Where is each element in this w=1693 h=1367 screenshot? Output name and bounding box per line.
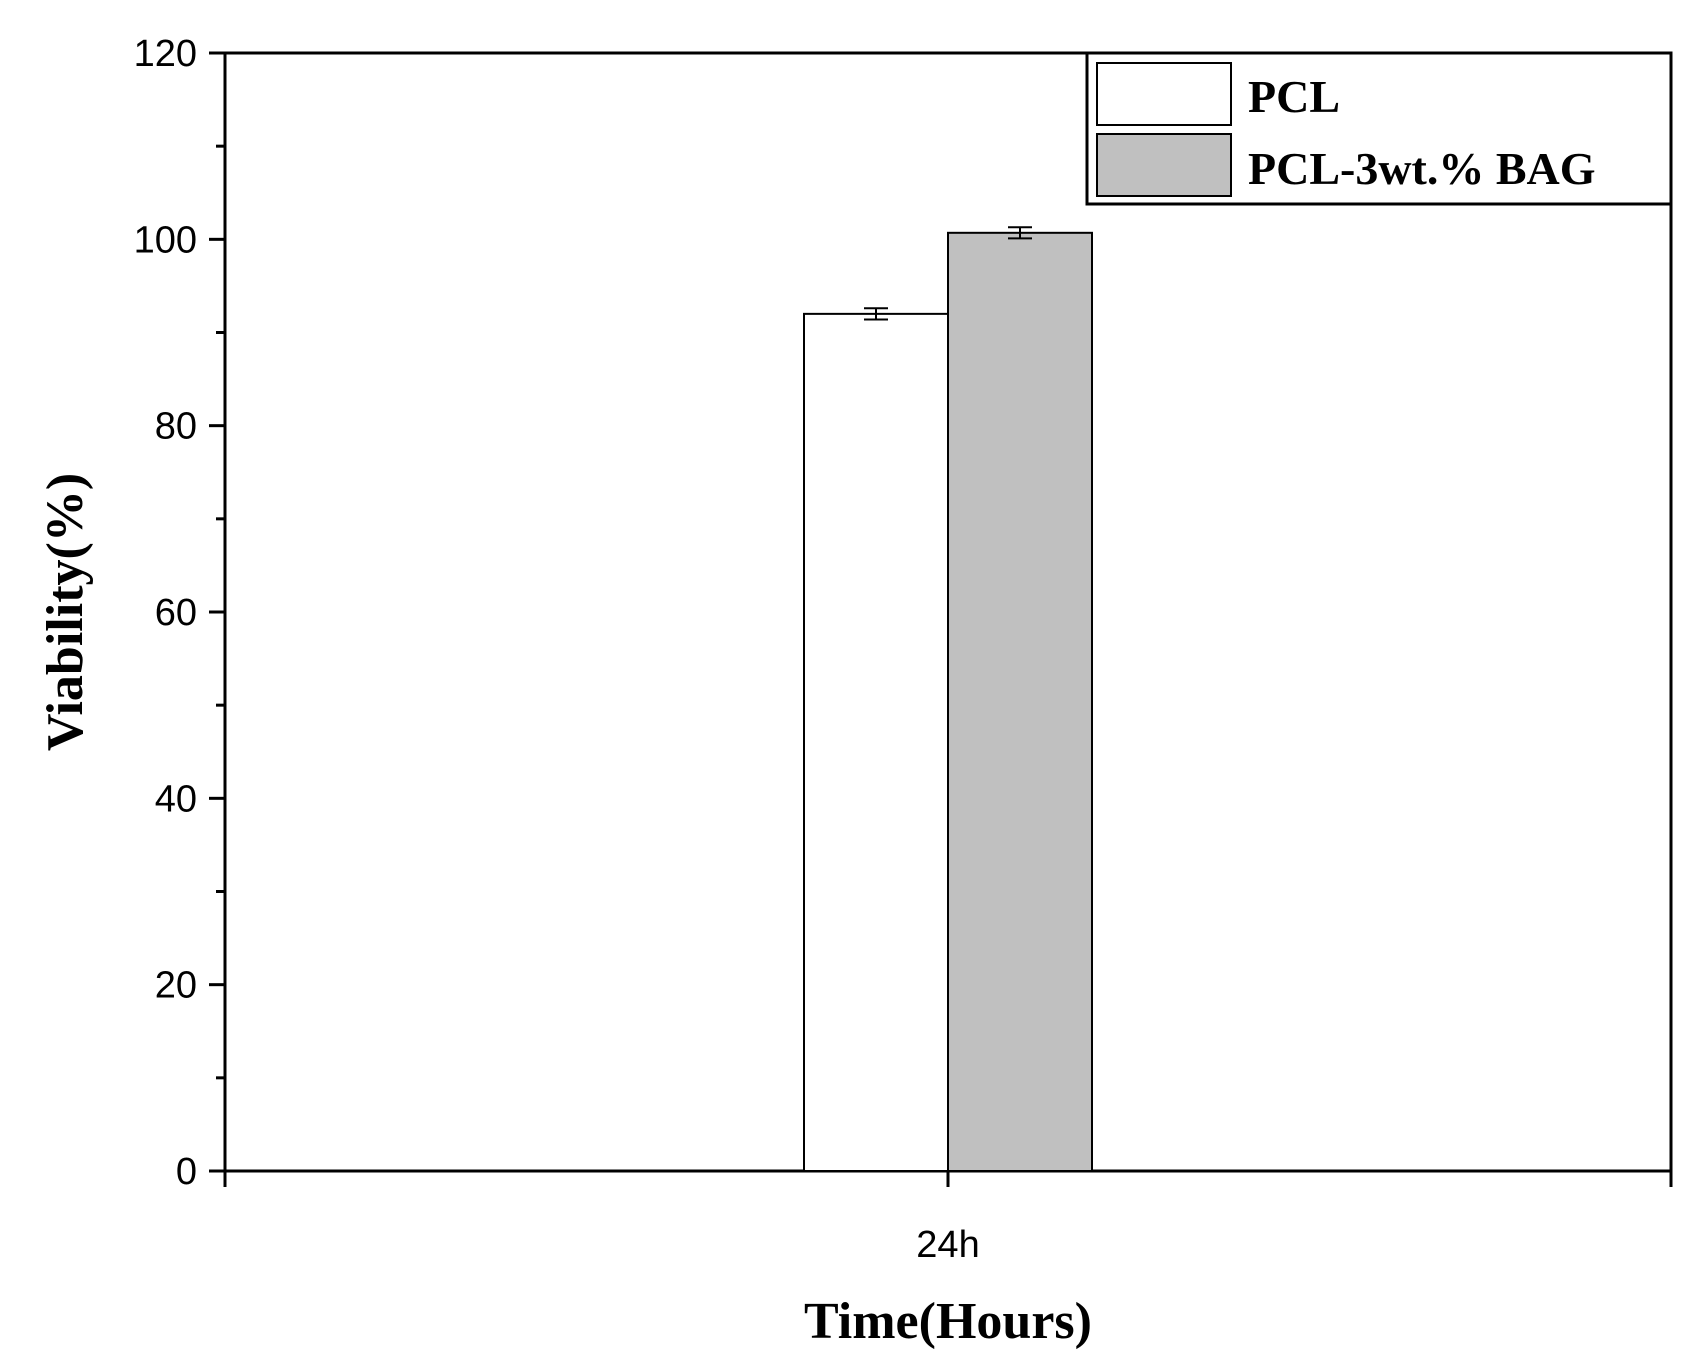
x-axis-title: Time(Hours) bbox=[804, 1293, 1092, 1350]
legend-swatch-pcl-bag bbox=[1096, 133, 1232, 197]
y-tick-label: 40 bbox=[155, 778, 197, 820]
bars bbox=[803, 226, 1093, 1173]
legend: PCL PCL-3wt.% BAG bbox=[1085, 51, 1673, 206]
legend-label-pcl-bag: PCL-3wt.% BAG bbox=[1248, 143, 1596, 194]
y-tick-label: 0 bbox=[176, 1151, 197, 1193]
y-tick-label: 20 bbox=[155, 965, 197, 1007]
legend-swatch-pcl bbox=[1096, 62, 1232, 126]
bar-pcl-bag bbox=[947, 231, 1093, 1173]
x-tick-label: 24h bbox=[916, 1224, 979, 1266]
y-tick-label: 80 bbox=[155, 406, 197, 448]
y-axis: 0 20 40 60 80 100 120 bbox=[134, 33, 225, 1193]
bar-pcl bbox=[803, 312, 949, 1173]
y-tick-label: 100 bbox=[134, 219, 197, 261]
y-tick-label: 60 bbox=[155, 592, 197, 634]
y-tick-label: 120 bbox=[134, 33, 197, 75]
x-axis: 24h bbox=[223, 1171, 1673, 1266]
y-axis-title: Viability(%) bbox=[37, 473, 94, 751]
legend-label-pcl: PCL bbox=[1248, 71, 1340, 122]
